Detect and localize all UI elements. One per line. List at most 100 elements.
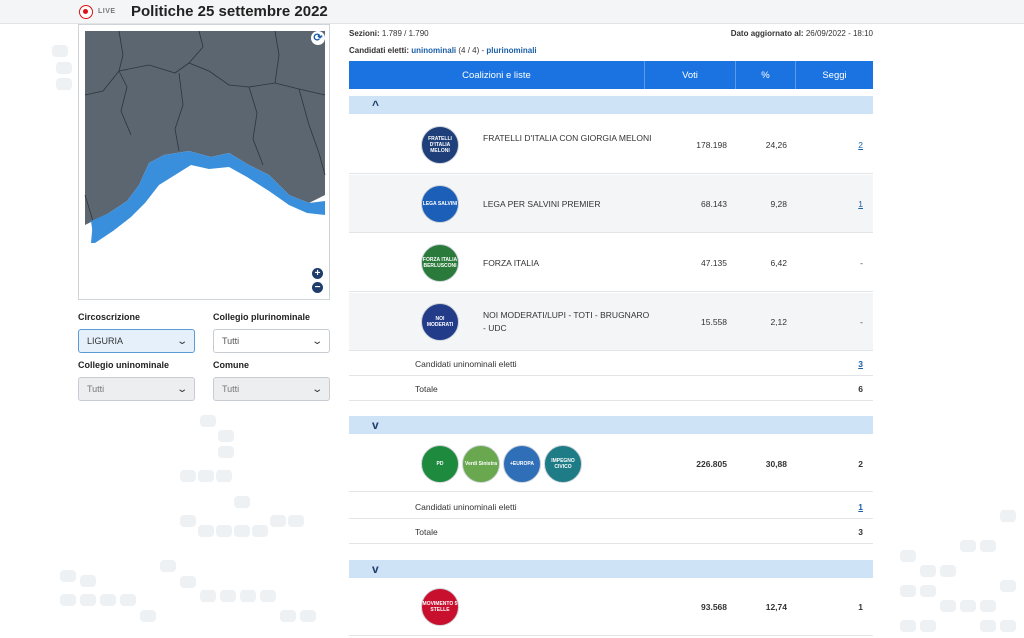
circoscrizione-filter: Circoscrizione LIGURIA ⌄ bbox=[78, 312, 195, 353]
uninominali-link[interactable]: uninominali bbox=[411, 46, 457, 55]
party-seats-link[interactable]: 2 bbox=[858, 140, 863, 150]
party-seats: - bbox=[860, 317, 863, 327]
circoscrizione-label: Circoscrizione bbox=[78, 312, 141, 322]
uninominali-row: Candidati uninominali eletti 1 bbox=[349, 495, 873, 519]
meta-row: Sezioni: 1.789 / 1.790 Dato aggiornato a… bbox=[349, 29, 873, 38]
total-row: Totale 3 bbox=[349, 520, 873, 544]
table-row: MOVIMENTO 5 STELLE 93.568 12,74 1 bbox=[349, 580, 873, 636]
coalition-toggle[interactable]: v bbox=[349, 416, 873, 434]
party-name: LEGA PER SALVINI PREMIER bbox=[483, 199, 601, 209]
party-seats: - bbox=[860, 258, 863, 268]
collegio-plurinominale-value: Tutti bbox=[222, 336, 240, 346]
map-svg bbox=[79, 25, 329, 299]
circoscrizione-select[interactable]: LIGURIA ⌄ bbox=[78, 329, 195, 353]
uninominali-link[interactable]: 3 bbox=[858, 359, 863, 369]
refresh-icon[interactable]: ⟳ bbox=[311, 31, 325, 45]
collegio-plurinominale-select[interactable]: Tutti ⌄ bbox=[213, 329, 330, 353]
total-label: Totale bbox=[415, 527, 438, 537]
party-name: FORZA ITALIA bbox=[483, 258, 540, 268]
sezioni-label: Sezioni: bbox=[349, 29, 380, 38]
uninominali-link[interactable]: 1 bbox=[858, 502, 863, 512]
chevron-down-icon: ⌄ bbox=[175, 335, 188, 347]
chevron-down-icon: ⌄ bbox=[310, 383, 323, 395]
chevron-up-icon: ^ bbox=[372, 98, 380, 112]
party-votes: 15.558 bbox=[701, 317, 727, 327]
noi-moderati-logo-icon: NOI MODERATI bbox=[421, 303, 459, 341]
header-percent: % bbox=[736, 61, 796, 89]
total-value: 3 bbox=[858, 527, 863, 537]
coalition-seats: 2 bbox=[858, 459, 863, 469]
comune-value: Tutti bbox=[222, 384, 240, 394]
party-votes: 178.198 bbox=[696, 140, 727, 150]
chevron-down-icon: ⌄ bbox=[310, 335, 323, 347]
updated-info: Dato aggiornato al: 26/09/2022 - 18:10 bbox=[731, 29, 873, 38]
party-votes: 47.135 bbox=[701, 258, 727, 268]
circoscrizione-value: LIGURIA bbox=[87, 336, 124, 346]
table-row: FRATELLI D'ITALIA MELONI FRATELLI D'ITAL… bbox=[349, 116, 873, 174]
live-label: LIVE bbox=[98, 8, 116, 15]
zoom-out-icon[interactable]: − bbox=[312, 282, 323, 293]
lega-logo-icon: LEGA SALVINI bbox=[421, 185, 459, 223]
live-record-icon bbox=[79, 5, 93, 19]
collegio-uninominale-label: Collegio uninominale bbox=[78, 360, 170, 370]
table-row: LEGA SALVINI LEGA PER SALVINI PREMIER 68… bbox=[349, 175, 873, 233]
impegno-civico-logo-icon: IMPEGNO CIVICO bbox=[544, 445, 582, 483]
coalition-percent: 12,74 bbox=[765, 602, 787, 612]
updated-value: 26/09/2022 - 18:10 bbox=[805, 29, 873, 38]
uninominali-count: (4 / 4) bbox=[458, 46, 480, 55]
party-percent: 6,42 bbox=[770, 258, 787, 268]
party-percent: 2,12 bbox=[770, 317, 787, 327]
table-row: PD Verdi Sinistra +EUROPA IMPEGNO CIVICO… bbox=[349, 436, 873, 492]
verdi-sinistra-logo-icon: Verdi Sinistra bbox=[462, 445, 500, 483]
uninominali-row: Candidati uninominali eletti 3 bbox=[349, 352, 873, 376]
plurinominali-link[interactable]: plurinominali bbox=[486, 46, 537, 55]
updated-label: Dato aggiornato al: bbox=[730, 29, 804, 38]
fratelli-italia-logo-icon: FRATELLI D'ITALIA MELONI bbox=[421, 126, 459, 164]
chevron-down-icon: v bbox=[372, 418, 379, 432]
piu-europa-logo-icon: +EUROPA bbox=[503, 445, 541, 483]
coalition-votes: 93.568 bbox=[701, 602, 727, 612]
total-row: Totale 6 bbox=[349, 377, 873, 401]
uninominali-label: Candidati uninominali eletti bbox=[415, 502, 517, 512]
table-row: NOI MODERATI NOI MODERATI/LUPI - TOTI - … bbox=[349, 293, 873, 351]
region-map[interactable]: ⟳ + − bbox=[78, 24, 330, 300]
collegio-uninominale-select[interactable]: Tutti ⌄ bbox=[78, 377, 195, 401]
top-bar: LIVE Politiche 25 settembre 2022 bbox=[0, 0, 1024, 24]
coalition-seats: 1 bbox=[858, 602, 863, 612]
party-name: FRATELLI D'ITALIA CON GIORGIA MELONI bbox=[483, 133, 652, 143]
coalition-toggle[interactable]: ^ bbox=[349, 96, 873, 114]
coalition-votes: 226.805 bbox=[696, 459, 727, 469]
elected-label: Candidati eletti: bbox=[349, 46, 410, 55]
page-title: Politiche 25 settembre 2022 bbox=[131, 3, 328, 20]
collegio-plurinominale-filter: Collegio plurinominale Tutti ⌄ bbox=[213, 312, 330, 353]
header-seggi: Seggi bbox=[822, 69, 847, 81]
total-value: 6 bbox=[858, 384, 863, 394]
pd-logo-icon: PD bbox=[421, 445, 459, 483]
comune-select[interactable]: Tutti ⌄ bbox=[213, 377, 330, 401]
elected-separator: - bbox=[481, 46, 485, 55]
party-votes: 68.143 bbox=[701, 199, 727, 209]
total-label: Totale bbox=[415, 384, 438, 394]
coalition-percent: 30,88 bbox=[765, 459, 787, 469]
movimento-5-stelle-logo-icon: MOVIMENTO 5 STELLE bbox=[421, 588, 459, 626]
collegio-uninominale-value: Tutti bbox=[87, 384, 105, 394]
elected-row: Candidati eletti: uninominali (4 / 4) - … bbox=[349, 46, 537, 55]
coalition-toggle[interactable]: v bbox=[349, 560, 873, 578]
party-percent: 24,26 bbox=[765, 140, 787, 150]
sezioni-value: 1.789 / 1.790 bbox=[381, 29, 429, 38]
chevron-down-icon: v bbox=[372, 562, 379, 576]
comune-label: Comune bbox=[213, 360, 249, 370]
comune-filter: Comune Tutti ⌄ bbox=[213, 360, 330, 401]
table-row: FORZA ITALIA BERLUSCONI FORZA ITALIA 47.… bbox=[349, 234, 873, 292]
chevron-down-icon: ⌄ bbox=[175, 383, 188, 395]
collegio-uninominale-filter: Collegio uninominale Tutti ⌄ bbox=[78, 360, 195, 401]
header-voti: Voti bbox=[645, 61, 736, 89]
forza-italia-logo-icon: FORZA ITALIA BERLUSCONI bbox=[421, 244, 459, 282]
party-percent: 9,28 bbox=[770, 199, 787, 209]
uninominali-label: Candidati uninominali eletti bbox=[415, 359, 517, 369]
collegio-plurinominale-label: Collegio plurinominale bbox=[213, 312, 311, 322]
zoom-in-icon[interactable]: + bbox=[312, 268, 323, 279]
party-seats-link[interactable]: 1 bbox=[858, 199, 863, 209]
party-name: NOI MODERATI/LUPI - TOTI - BRUGNARO - UD… bbox=[483, 310, 650, 333]
table-header: Coalizioni e liste Voti % Seggi bbox=[349, 61, 873, 89]
